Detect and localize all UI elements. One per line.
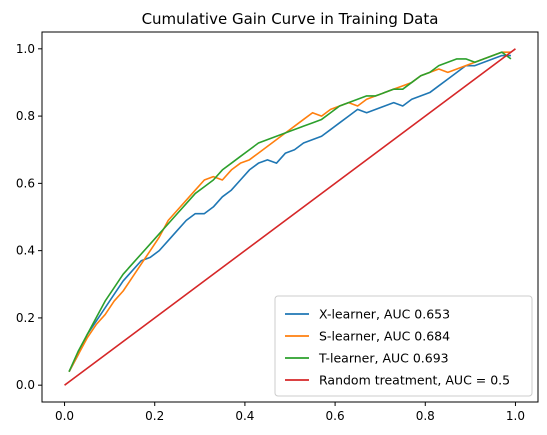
y-tick-label: 0.6 <box>16 176 35 190</box>
x-tick-label: 1.0 <box>506 409 525 423</box>
x-tick-label: 0.4 <box>235 409 254 423</box>
y-tick-label: 0.8 <box>16 109 35 123</box>
legend-label: S-learner, AUC 0.684 <box>319 329 450 344</box>
legend-label: Random treatment, AUC = 0.5 <box>319 373 510 388</box>
chart-title: Cumulative Gain Curve in Training Data <box>142 10 439 28</box>
x-tick-label: 0.2 <box>145 409 164 423</box>
x-tick-label: 0.8 <box>416 409 435 423</box>
legend-label: X-learner, AUC 0.653 <box>319 307 450 322</box>
y-tick-label: 0.2 <box>16 311 35 325</box>
legend-label: T-learner, AUC 0.693 <box>318 351 449 366</box>
x-tick-label: 0.6 <box>326 409 345 423</box>
legend: X-learner, AUC 0.653 S-learner, AUC 0.684… <box>275 296 532 396</box>
y-tick-label: 1.0 <box>16 42 35 56</box>
y-tick-label: 0.0 <box>16 378 35 392</box>
x-tick-label: 0.0 <box>55 409 74 423</box>
y-tick-label: 0.4 <box>16 244 35 258</box>
